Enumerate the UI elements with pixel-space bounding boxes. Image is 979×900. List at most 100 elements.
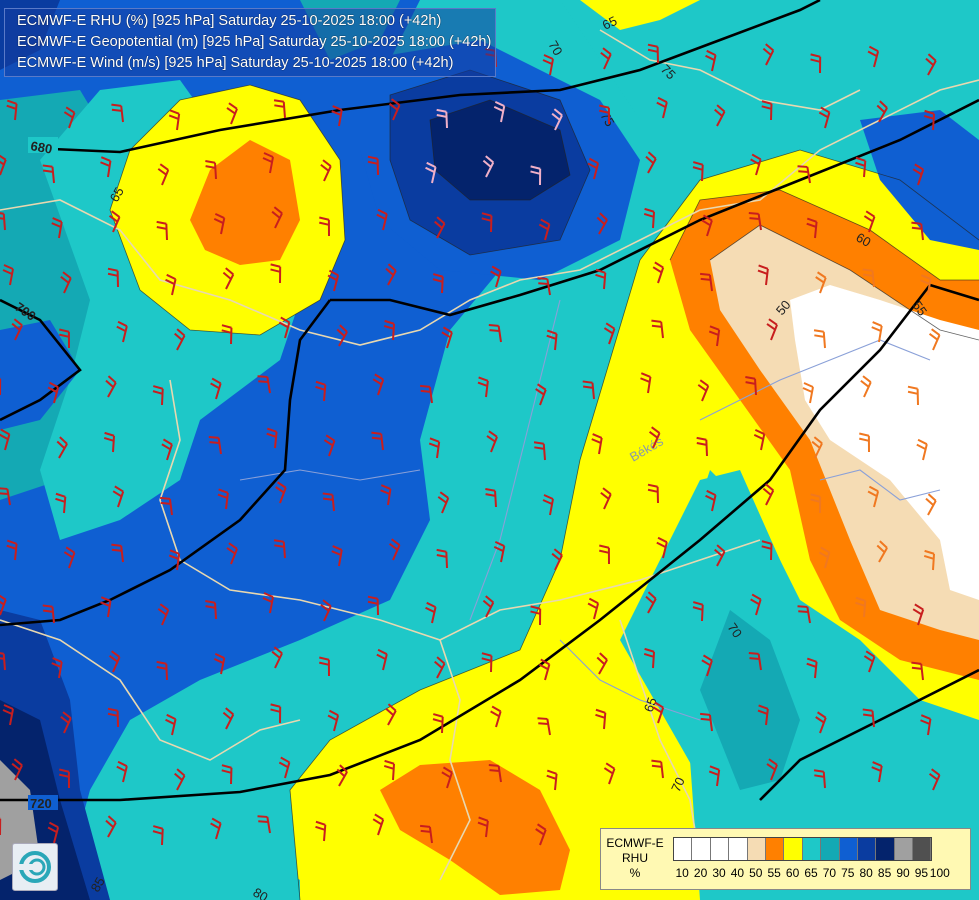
wind-barb xyxy=(107,267,119,288)
wind-barb xyxy=(0,211,6,231)
wind-barb xyxy=(376,648,388,671)
legend-tick-label: 50 xyxy=(749,866,763,880)
geopotential-label-680: 680 xyxy=(29,138,53,157)
legend-swatch xyxy=(692,838,711,860)
wind-barb xyxy=(596,652,608,675)
wind-barb xyxy=(537,717,551,736)
wind-barb xyxy=(907,385,919,406)
legend-swatch xyxy=(876,838,895,860)
wind-barb xyxy=(766,758,778,781)
wind-barb xyxy=(482,155,495,178)
wind-barb xyxy=(648,426,661,449)
contour-label: 70 xyxy=(668,775,688,794)
legend-tick-label: 95 xyxy=(914,866,929,880)
wind-barb xyxy=(47,381,60,404)
wind-barb xyxy=(928,768,941,791)
legend-title-line: RHU xyxy=(622,851,648,865)
wind-barb xyxy=(6,539,18,561)
wind-barb xyxy=(59,768,70,789)
wind-barb xyxy=(490,705,502,728)
wind-barb xyxy=(551,548,563,571)
legend-tick-label: 100 xyxy=(929,866,950,880)
wind-barb xyxy=(603,322,616,345)
wind-barb xyxy=(697,379,710,402)
wind-barb xyxy=(818,106,831,129)
ecmwf-logo-icon xyxy=(12,843,58,891)
wind-barb xyxy=(750,153,762,176)
wind-barb xyxy=(603,762,616,785)
wind-barb xyxy=(542,494,554,516)
rhu-region-60-northeast xyxy=(580,0,700,30)
wind-barb xyxy=(388,538,401,561)
wind-barb xyxy=(210,817,222,840)
wind-barb xyxy=(320,159,332,182)
wind-barb xyxy=(385,263,397,286)
wind-barb xyxy=(692,161,704,182)
wind-barb xyxy=(595,708,607,730)
legend-title-line: ECMWF-E xyxy=(606,836,664,850)
wind-barb xyxy=(168,109,181,131)
wind-barb xyxy=(0,428,11,451)
contour-label: 80 xyxy=(251,885,271,900)
wind-barb xyxy=(912,163,925,186)
wind-barb xyxy=(596,212,608,235)
wind-barb xyxy=(226,102,238,125)
contour-label: 85 xyxy=(88,874,108,894)
legend-swatch xyxy=(839,838,858,860)
wind-barb xyxy=(441,326,453,349)
wind-barb xyxy=(477,816,489,838)
wind-barb xyxy=(270,703,282,724)
wind-barb xyxy=(327,709,340,732)
rhu-region-90-north xyxy=(430,100,570,200)
wind-barb xyxy=(762,483,775,506)
wind-barb xyxy=(920,714,932,736)
legend-swatch xyxy=(913,838,932,860)
wind-barb xyxy=(535,823,547,846)
wind-barb xyxy=(152,385,164,406)
wind-barb xyxy=(160,496,173,516)
wind-barb xyxy=(327,269,340,292)
wind-barb xyxy=(761,100,773,121)
wind-barb xyxy=(863,210,876,233)
wind-barb xyxy=(157,163,170,186)
rhu-region-80-west xyxy=(0,320,80,430)
wind-barb xyxy=(437,491,450,514)
title-geopotential: ECMWF-E Geopotential (m) [925 hPa] Satur… xyxy=(17,34,492,50)
wind-barb xyxy=(270,263,282,284)
rhu-contour-labels: 65 70 75 75 65 60 50 55 70 65 70 80 85 xyxy=(88,13,931,900)
wind-barb xyxy=(714,544,726,567)
wind-barb xyxy=(222,707,235,730)
wind-barb xyxy=(925,53,937,76)
wind-barb xyxy=(152,825,164,846)
wind-barb xyxy=(920,274,932,296)
wind-barb xyxy=(595,268,607,290)
title-rhu: ECMWF-E RHU (%) [925 hPa] Saturday 25-10… xyxy=(17,13,442,29)
wind-barb xyxy=(323,434,336,457)
wind-barb xyxy=(912,603,925,626)
wind-barb xyxy=(485,488,497,508)
wind-barb xyxy=(11,758,23,781)
wind-barb xyxy=(6,99,18,121)
wind-barb xyxy=(441,766,453,789)
wind-barb xyxy=(266,427,278,449)
wind-barb xyxy=(319,216,330,237)
wind-barb xyxy=(210,377,222,400)
wind-barb xyxy=(217,488,229,510)
wind-barb xyxy=(436,548,448,569)
wind-barb xyxy=(432,273,444,294)
wind-barb xyxy=(748,652,762,671)
wind-barb xyxy=(0,153,7,176)
legend-tick-label: 55 xyxy=(767,866,781,880)
wind-barb xyxy=(591,433,603,455)
wind-barb xyxy=(645,591,657,614)
legend-tick-label: 70 xyxy=(822,866,837,880)
legend-title-line: % xyxy=(629,866,641,880)
wind-barb xyxy=(51,657,63,679)
wind-barb xyxy=(320,599,332,622)
wind-barb xyxy=(221,764,233,785)
wind-barb xyxy=(599,104,610,125)
wind-barb xyxy=(488,764,502,783)
wind-barb xyxy=(273,99,286,119)
wind-barb xyxy=(372,813,385,836)
wind-barb xyxy=(806,657,818,679)
